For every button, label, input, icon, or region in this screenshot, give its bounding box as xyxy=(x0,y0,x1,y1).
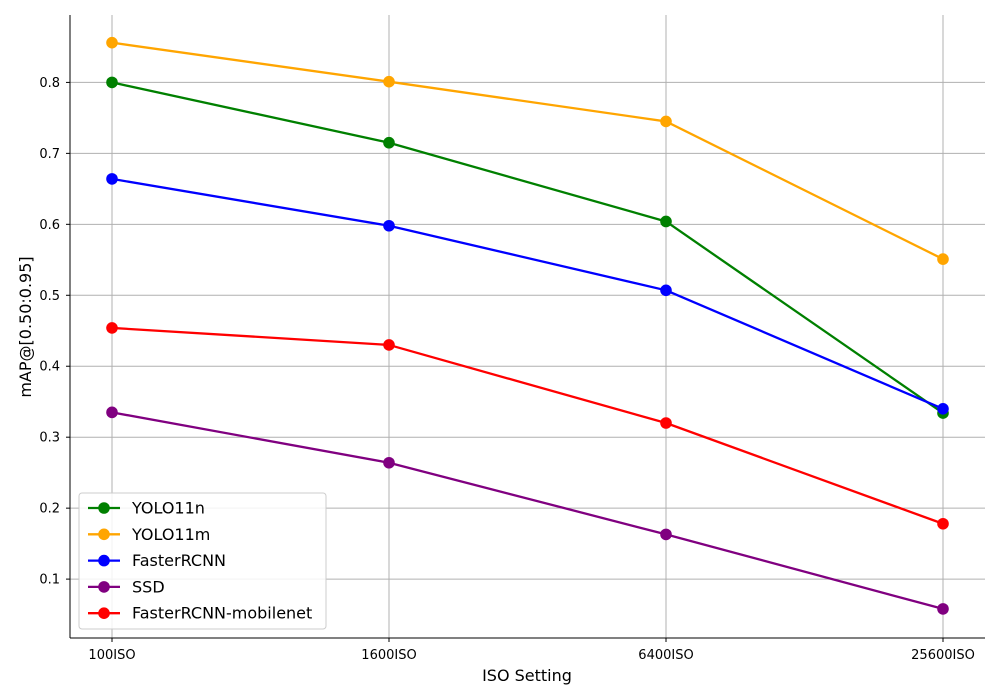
y-tick-label: 0.8 xyxy=(39,76,60,91)
data-point xyxy=(937,517,949,530)
legend-label: SSD xyxy=(132,577,165,596)
y-tick-label: 0.4 xyxy=(39,360,60,375)
series-fasterrcnn-mobilenet xyxy=(106,322,949,530)
legend-marker xyxy=(98,554,110,567)
axes xyxy=(69,15,985,639)
series-ssd xyxy=(106,406,949,615)
x-tick-label: 1600ISO xyxy=(361,648,416,663)
y-tick-label: 0.7 xyxy=(39,147,60,162)
legend: YOLO11n YOLO11m FasterRCNN SSD FasterRCNN-mo… xyxy=(78,492,327,630)
legend-label: FasterRCNN-mobilenet xyxy=(132,604,312,623)
legend-marker xyxy=(98,607,110,619)
legend-marker xyxy=(98,502,110,514)
series-line xyxy=(111,41,944,261)
y-tick-label: 0.2 xyxy=(39,502,60,517)
legend-item: YOLO11m xyxy=(88,525,210,544)
y-ticks: 0.1 0.2 0.3 0.4 0.5 0.6 0.7 0.8 xyxy=(39,76,70,588)
series-yolo11n xyxy=(106,76,949,419)
legend-box xyxy=(78,492,327,630)
data-point xyxy=(660,417,672,429)
data-point xyxy=(937,253,949,265)
y-tick-label: 0.1 xyxy=(39,573,60,588)
y-tick-label: 0.6 xyxy=(39,218,60,233)
legend-item: FasterRCNN xyxy=(88,551,226,570)
data-point xyxy=(937,603,949,615)
legend-label: FasterRCNN xyxy=(132,551,226,570)
y-tick-label: 0.5 xyxy=(39,289,60,304)
data-point xyxy=(106,173,118,185)
x-tick-label: 25600ISO xyxy=(911,648,975,663)
series-line xyxy=(111,411,944,611)
x-ticks: 100ISO 1600ISO 6400ISO 25600ISO xyxy=(88,638,975,663)
series-line xyxy=(111,326,944,525)
legend-item: FasterRCNN-mobilenet xyxy=(88,604,312,623)
data-point xyxy=(106,36,118,49)
series-group xyxy=(106,36,949,615)
series-line xyxy=(111,177,944,410)
y-axis-title: mAP@[0.50:0.95] xyxy=(16,256,35,397)
series-fasterrcnn xyxy=(106,173,949,415)
legend-marker xyxy=(98,528,110,541)
legend-item: SSD xyxy=(88,577,165,596)
data-point xyxy=(383,339,395,351)
data-point xyxy=(660,528,672,541)
series-yolo11m xyxy=(106,36,949,265)
legend-marker xyxy=(98,581,110,593)
data-point xyxy=(383,136,395,149)
data-point xyxy=(106,406,118,419)
x-tick-label: 6400ISO xyxy=(638,648,693,663)
legend-item: YOLO11n xyxy=(88,499,205,518)
data-point xyxy=(383,219,395,232)
series-line xyxy=(111,81,944,415)
x-tick-label: 100ISO xyxy=(88,648,135,663)
data-point xyxy=(660,284,672,297)
y-tick-label: 0.3 xyxy=(39,431,60,446)
x-axis-title: ISO Setting xyxy=(482,666,572,685)
legend-label: YOLO11m xyxy=(131,525,210,544)
data-point xyxy=(106,76,118,89)
data-point xyxy=(383,75,395,88)
legend-label: YOLO11n xyxy=(131,499,205,518)
data-point xyxy=(383,456,395,469)
data-point xyxy=(660,215,672,228)
data-point xyxy=(660,115,672,128)
data-point xyxy=(106,322,118,334)
data-point xyxy=(937,403,949,415)
